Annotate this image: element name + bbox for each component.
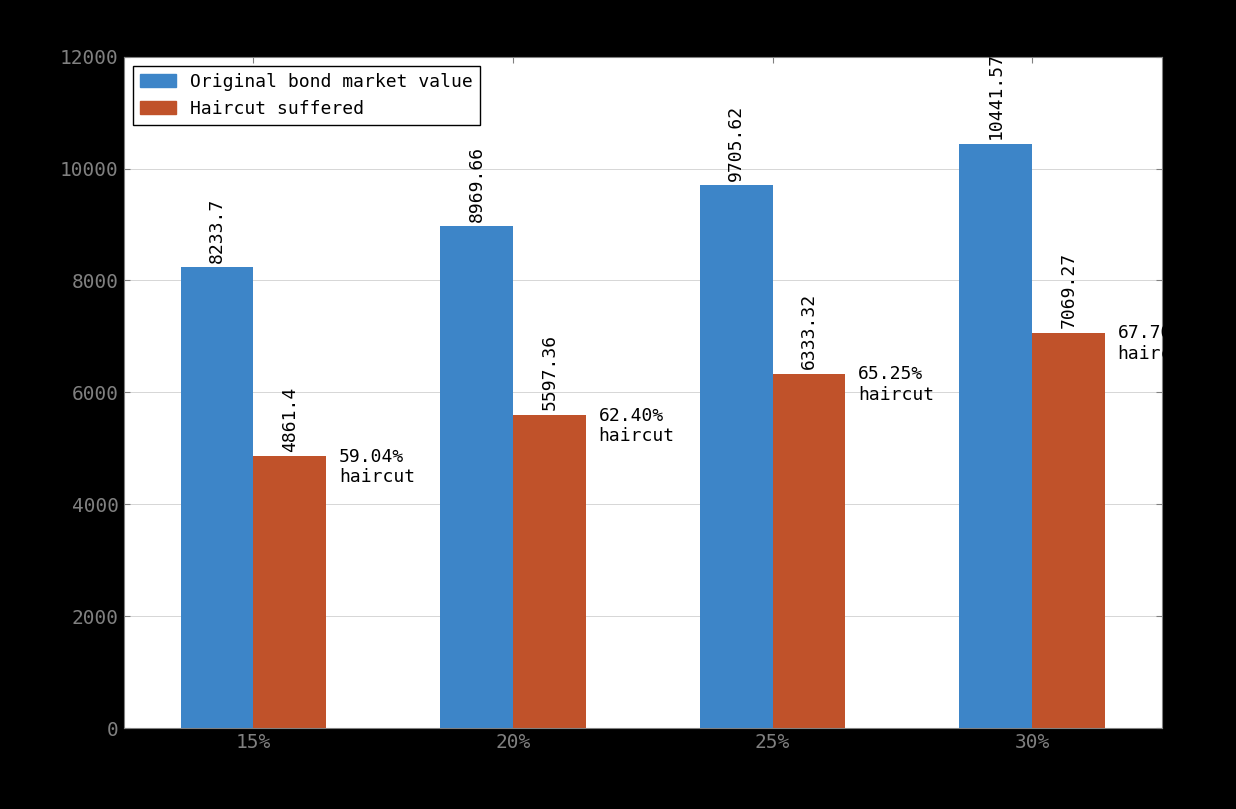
Text: 4861.4: 4861.4 (281, 387, 299, 451)
Bar (253, 456, 326, 728)
Text: 9705.62: 9705.62 (727, 104, 745, 180)
Bar (772, 374, 845, 728)
Text: 67.70%
haircut: 67.70% haircut (1117, 324, 1194, 363)
X-axis label: Bond coupon rate, %: Bond coupon rate, % (531, 757, 754, 777)
Y-axis label: GhC: GhC (36, 375, 54, 410)
Bar (959, 144, 1032, 728)
Bar (513, 415, 586, 728)
Text: 7069.27: 7069.27 (1059, 252, 1078, 328)
Text: 8969.66: 8969.66 (467, 146, 486, 222)
Bar (1032, 332, 1105, 728)
Legend: Original bond market value, Haircut suffered: Original bond market value, Haircut suff… (132, 66, 481, 125)
Text: 6333.32: 6333.32 (800, 293, 818, 369)
Text: 10441.57: 10441.57 (986, 53, 1005, 139)
Text: 65.25%
haircut: 65.25% haircut (858, 366, 934, 404)
Text: 62.40%
haircut: 62.40% haircut (598, 406, 675, 445)
Text: 59.04%
haircut: 59.04% haircut (339, 447, 415, 486)
Text: 5597.36: 5597.36 (540, 334, 559, 410)
Bar (180, 268, 253, 728)
Bar (440, 227, 513, 728)
Bar (700, 185, 772, 728)
Text: 8233.7: 8233.7 (208, 197, 226, 263)
